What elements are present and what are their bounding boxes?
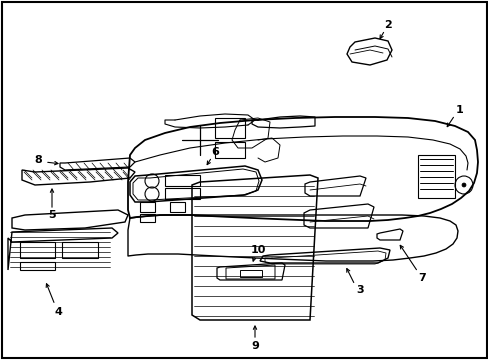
- Text: 7: 7: [417, 273, 425, 283]
- Text: 8: 8: [34, 155, 42, 165]
- Text: 6: 6: [211, 147, 219, 157]
- Text: 4: 4: [54, 307, 62, 317]
- Text: 3: 3: [355, 285, 363, 295]
- Text: 1: 1: [455, 105, 463, 115]
- Text: 10: 10: [250, 245, 265, 255]
- Text: 2: 2: [384, 20, 391, 30]
- Text: 5: 5: [48, 210, 56, 220]
- Circle shape: [461, 183, 465, 187]
- Text: 9: 9: [250, 341, 259, 351]
